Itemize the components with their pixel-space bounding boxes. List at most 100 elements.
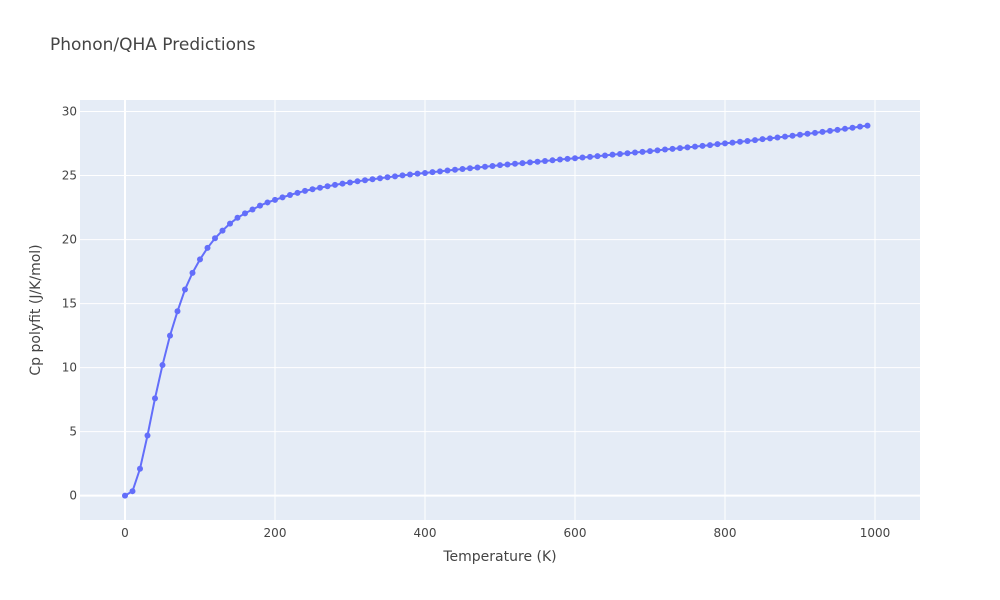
data-point[interactable] — [819, 128, 826, 135]
data-point[interactable] — [392, 173, 398, 180]
data-point[interactable] — [152, 395, 158, 402]
data-point[interactable] — [774, 134, 781, 141]
data-point[interactable] — [647, 148, 653, 155]
data-point[interactable] — [527, 159, 533, 166]
data-point[interactable] — [602, 152, 608, 159]
data-point[interactable] — [459, 166, 466, 173]
data-point[interactable] — [699, 142, 706, 149]
data-point[interactable] — [264, 199, 271, 206]
data-point[interactable] — [227, 220, 233, 227]
data-point[interactable] — [482, 163, 488, 170]
data-point[interactable] — [467, 165, 473, 172]
data-point[interactable] — [122, 492, 128, 499]
data-point[interactable] — [189, 269, 196, 276]
data-point[interactable] — [677, 145, 683, 152]
data-point[interactable] — [782, 133, 788, 140]
data-point[interactable] — [332, 181, 338, 188]
data-point[interactable] — [864, 122, 871, 129]
data-point[interactable] — [474, 164, 481, 171]
data-point[interactable] — [752, 137, 758, 144]
data-point[interactable] — [669, 145, 676, 152]
data-point[interactable] — [347, 179, 353, 186]
data-point[interactable] — [354, 178, 361, 185]
data-point[interactable] — [707, 142, 713, 149]
data-point[interactable] — [242, 210, 248, 217]
data-point[interactable] — [579, 154, 586, 161]
data-point[interactable] — [594, 153, 601, 160]
data-point[interactable] — [827, 127, 833, 134]
data-point[interactable] — [452, 166, 458, 173]
data-point[interactable] — [384, 174, 391, 181]
data-point[interactable] — [324, 183, 331, 190]
data-point[interactable] — [279, 194, 286, 201]
data-point[interactable] — [272, 196, 278, 203]
data-point[interactable] — [489, 162, 496, 169]
data-point[interactable] — [317, 184, 323, 191]
data-point[interactable] — [834, 126, 841, 133]
data-point[interactable] — [362, 177, 368, 184]
data-point[interactable] — [767, 135, 773, 142]
data-point[interactable] — [797, 131, 803, 138]
data-point[interactable] — [212, 235, 218, 242]
data-point[interactable] — [377, 175, 383, 182]
data-point[interactable] — [294, 189, 301, 196]
data-point[interactable] — [422, 169, 428, 176]
data-point[interactable] — [857, 123, 863, 130]
data-point[interactable] — [564, 155, 571, 162]
data-point[interactable] — [444, 167, 451, 174]
data-point[interactable] — [804, 130, 811, 137]
data-point[interactable] — [639, 148, 646, 155]
data-point[interactable] — [617, 151, 623, 158]
data-point[interactable] — [789, 132, 796, 139]
data-point[interactable] — [309, 186, 316, 193]
data-point[interactable] — [429, 169, 436, 176]
data-point[interactable] — [219, 227, 226, 234]
data-point[interactable] — [722, 140, 728, 147]
data-point[interactable] — [407, 171, 413, 178]
data-point[interactable] — [302, 187, 308, 194]
data-point[interactable] — [249, 206, 256, 213]
data-point[interactable] — [587, 153, 593, 160]
data-point[interactable] — [257, 202, 263, 209]
data-point[interactable] — [714, 141, 721, 148]
data-point[interactable] — [512, 160, 518, 167]
data-point[interactable] — [144, 432, 151, 439]
data-point[interactable] — [167, 332, 173, 339]
data-point[interactable] — [159, 362, 166, 369]
data-point[interactable] — [519, 160, 526, 167]
data-point[interactable] — [287, 192, 293, 199]
data-point[interactable] — [737, 138, 743, 145]
data-point[interactable] — [549, 157, 556, 164]
data-point[interactable] — [744, 137, 751, 144]
data-point[interactable] — [129, 488, 136, 495]
data-point[interactable] — [234, 214, 241, 221]
data-point[interactable] — [437, 168, 443, 175]
data-point[interactable] — [812, 129, 818, 136]
data-point[interactable] — [684, 144, 691, 151]
data-point[interactable] — [572, 155, 578, 162]
data-point[interactable] — [204, 244, 211, 251]
data-point[interactable] — [414, 170, 421, 177]
data-point[interactable] — [654, 147, 661, 154]
data-point[interactable] — [369, 176, 376, 183]
data-point[interactable] — [842, 125, 848, 132]
data-point[interactable] — [692, 143, 698, 150]
data-point[interactable] — [137, 465, 143, 472]
data-point[interactable] — [557, 156, 563, 163]
data-point[interactable] — [609, 151, 616, 158]
data-point[interactable] — [339, 180, 346, 187]
data-point[interactable] — [624, 150, 631, 157]
data-point[interactable] — [849, 124, 856, 131]
data-point[interactable] — [729, 139, 736, 146]
data-point[interactable] — [662, 146, 668, 153]
data-point[interactable] — [759, 136, 766, 143]
data-point[interactable] — [174, 308, 181, 315]
data-point[interactable] — [197, 256, 203, 263]
data-point[interactable] — [399, 172, 406, 179]
data-point[interactable] — [504, 161, 511, 168]
data-point[interactable] — [534, 158, 541, 165]
data-point[interactable] — [497, 162, 503, 169]
data-point[interactable] — [542, 157, 548, 164]
data-point[interactable] — [632, 149, 638, 156]
data-point[interactable] — [182, 286, 188, 293]
